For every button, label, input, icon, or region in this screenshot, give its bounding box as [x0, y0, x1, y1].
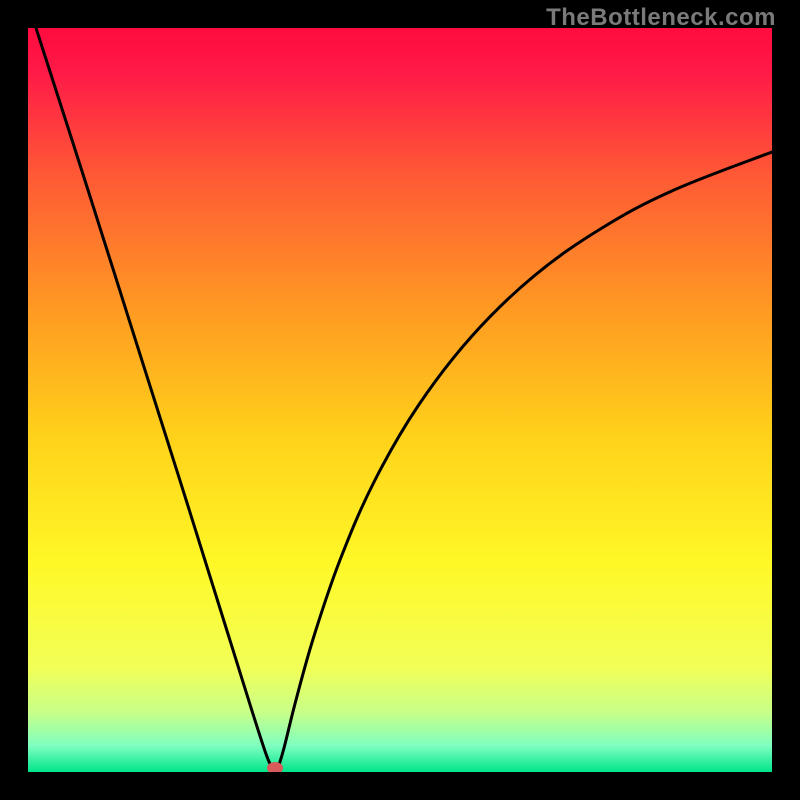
curve-layer	[28, 28, 772, 772]
minimum-marker	[267, 762, 283, 772]
curve-left	[36, 28, 272, 768]
watermark-text: TheBottleneck.com	[546, 4, 776, 32]
plot-area	[28, 28, 772, 772]
curve-right	[278, 152, 772, 768]
chart-frame: TheBottleneck.com	[0, 0, 800, 800]
